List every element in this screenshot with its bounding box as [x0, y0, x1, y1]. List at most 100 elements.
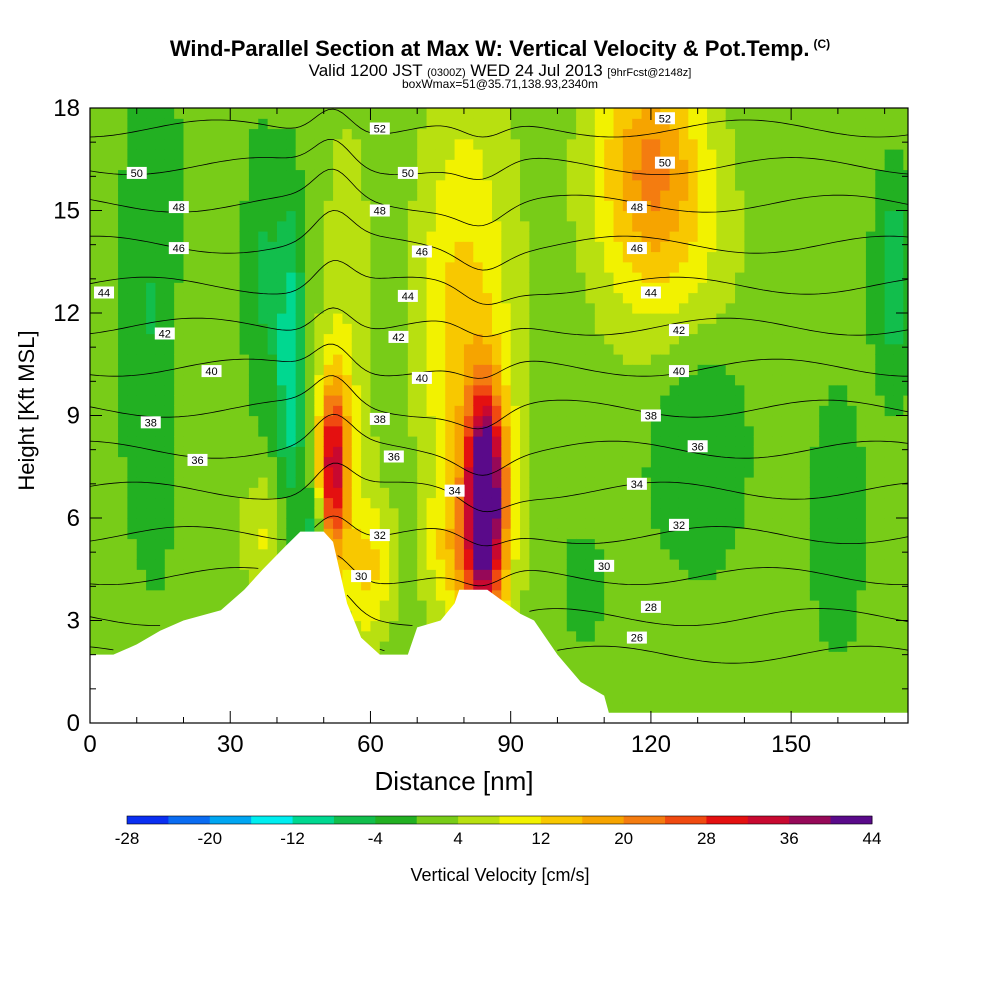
velocity-cell	[473, 118, 484, 130]
velocity-cell	[716, 641, 727, 652]
velocity-cell	[314, 210, 325, 222]
velocity-cell	[772, 128, 783, 140]
velocity-cell	[856, 610, 867, 622]
velocity-cell	[510, 108, 521, 119]
velocity-cell	[707, 477, 717, 488]
velocity-cell	[286, 323, 297, 335]
velocity-cell	[753, 671, 764, 683]
velocity-cell	[744, 446, 755, 458]
velocity-cell	[127, 231, 138, 242]
velocity-cell	[510, 446, 521, 458]
velocity-cell	[220, 138, 231, 150]
velocity-cell	[557, 138, 568, 150]
velocity-cell	[660, 220, 671, 232]
velocity-cell	[417, 425, 428, 437]
velocity-cell	[688, 682, 699, 693]
velocity-cell	[725, 138, 736, 150]
velocity-cell	[538, 313, 549, 324]
velocity-cell	[856, 507, 867, 519]
velocity-cell	[828, 313, 839, 324]
velocity-cell	[417, 354, 428, 365]
velocity-cell	[669, 384, 680, 396]
velocity-cell	[781, 661, 792, 673]
velocity-cell	[828, 333, 839, 345]
velocity-cell	[707, 384, 717, 396]
velocity-cell	[613, 210, 624, 222]
velocity-cell	[585, 487, 596, 499]
velocity-cell	[445, 313, 456, 324]
velocity-cell	[389, 343, 400, 355]
velocity-cell	[585, 210, 596, 222]
velocity-cell	[566, 282, 577, 294]
velocity-cell	[276, 313, 287, 324]
velocity-cell	[576, 456, 587, 468]
velocity-cell	[678, 405, 689, 417]
velocity-cell	[267, 220, 278, 232]
velocity-cell	[417, 128, 428, 140]
velocity-cell	[435, 313, 446, 324]
velocity-cell	[248, 374, 259, 386]
velocity-cell	[735, 610, 745, 622]
velocity-cell	[482, 282, 493, 294]
velocity-cell	[837, 641, 848, 652]
velocity-cell	[557, 466, 568, 478]
velocity-cell	[800, 569, 811, 581]
velocity-cell	[828, 282, 839, 294]
velocity-cell	[791, 210, 802, 222]
velocity-cell	[725, 620, 736, 632]
velocity-cell	[548, 446, 559, 458]
velocity-cell	[847, 118, 858, 130]
velocity-cell	[725, 610, 736, 622]
velocity-cell	[118, 149, 128, 160]
velocity-cell	[865, 702, 876, 714]
velocity-cell	[538, 589, 549, 601]
velocity-cell	[361, 282, 372, 294]
velocity-cell	[351, 405, 362, 417]
velocity-cell	[576, 395, 587, 406]
velocity-cell	[155, 210, 166, 222]
velocity-cell	[155, 538, 166, 550]
velocity-cell	[146, 559, 157, 570]
velocity-cell	[426, 589, 437, 601]
velocity-cell	[202, 149, 213, 160]
velocity-cell	[286, 405, 297, 417]
velocity-cell	[314, 302, 325, 314]
velocity-cell	[463, 354, 474, 365]
velocity-cell	[604, 466, 615, 478]
velocity-cell	[417, 169, 428, 181]
velocity-cell	[725, 272, 736, 283]
velocity-cell	[548, 374, 559, 386]
velocity-cell	[688, 251, 699, 263]
velocity-cell	[454, 292, 465, 304]
velocity-cell	[678, 374, 689, 386]
velocity-cell	[202, 518, 213, 529]
velocity-cell	[744, 292, 755, 304]
velocity-cell	[819, 436, 830, 447]
velocity-cell	[491, 118, 502, 130]
velocity-cell	[202, 589, 213, 601]
velocity-cell	[660, 589, 671, 601]
velocity-cell	[407, 548, 418, 560]
velocity-cell	[594, 169, 605, 181]
velocity-cell	[248, 466, 259, 478]
velocity-cell	[566, 343, 577, 355]
velocity-cell	[230, 282, 241, 294]
velocity-cell	[763, 538, 774, 550]
velocity-cell	[417, 487, 428, 499]
velocity-cell	[557, 292, 568, 304]
velocity-cell	[389, 159, 400, 171]
velocity-cell	[529, 384, 540, 396]
velocity-cell	[538, 569, 549, 581]
velocity-cell	[856, 159, 867, 171]
velocity-cell	[445, 589, 456, 601]
velocity-cell	[258, 395, 269, 406]
velocity-cell	[267, 118, 278, 130]
velocity-cell	[491, 190, 502, 201]
velocity-cell	[613, 538, 624, 550]
velocity-cell	[398, 518, 409, 529]
velocity-cell	[99, 323, 110, 335]
velocity-cell	[688, 661, 699, 673]
velocity-cell	[435, 518, 446, 529]
velocity-cell	[379, 159, 390, 171]
velocity-cell	[809, 272, 820, 283]
